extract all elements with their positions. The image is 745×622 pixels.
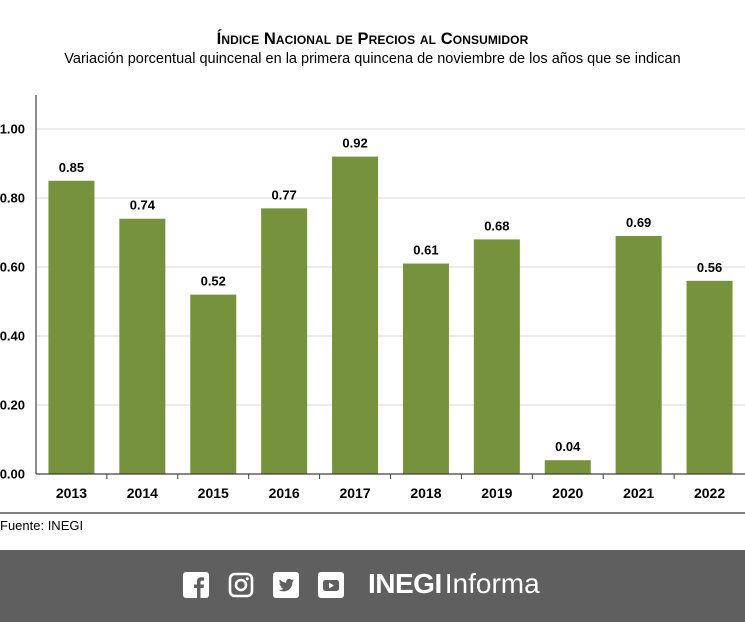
x-tick-label: 2022 [694,485,725,501]
y-tick-label: 1.00 [0,122,25,137]
y-tick-label: 0.00 [0,467,25,482]
x-tick-label: 2019 [481,485,512,501]
source-note: Fuente: INEGI [0,518,84,533]
x-tick-label: 2013 [56,485,87,501]
bar [544,460,591,474]
x-tick-label: 2018 [410,485,441,501]
bar [332,156,379,474]
data-label: 0.68 [484,218,509,233]
y-tick-label: 0.80 [0,191,25,206]
data-label: 0.04 [555,439,581,454]
brand-inegi: INEGI [368,568,442,599]
bar [48,180,95,474]
x-tick-label: 2014 [127,485,158,501]
data-label: 0.69 [626,215,651,230]
x-tick-label: 2020 [552,485,583,501]
y-tick-label: 0.60 [0,260,25,275]
chart-title: Índice Nacional de Precios al Consumidor [216,30,529,48]
bar [190,294,237,474]
x-tick-label: 2015 [198,485,229,501]
x-tick-label: 2017 [339,485,370,501]
data-label: 0.77 [271,187,296,202]
chart-subtitle: Variación porcentual quincenal en la pri… [64,51,681,67]
data-label: 0.61 [413,243,438,258]
inegi-informa-logo: INEGI Informa [368,566,540,602]
y-tick-label: 0.40 [0,329,25,344]
data-label: 0.56 [697,260,722,275]
bar [402,263,449,474]
facebook-icon[interactable] [183,572,209,598]
x-tick-label: 2016 [269,485,300,501]
data-label: 0.85 [59,160,84,175]
instagram-icon[interactable] [228,572,254,598]
brand-informa: Informa [444,568,540,599]
bar [473,239,520,474]
bar [686,280,733,474]
data-label: 0.74 [130,198,156,213]
bar [119,218,166,474]
twitter-icon[interactable] [273,572,299,598]
bar-chart: 0.00 0.20 0.40 0.60 0.80 1.00 0.85 2013 0.74 2014… [0,95,745,514]
data-label: 0.92 [342,136,367,151]
youtube-icon[interactable] [318,572,344,598]
y-tick-label: 0.20 [0,398,25,413]
bar [615,235,662,474]
footer-bar: INEGI Informa [0,550,745,622]
data-label: 0.52 [201,274,226,289]
bar [261,208,308,474]
x-tick-label: 2021 [623,485,654,501]
